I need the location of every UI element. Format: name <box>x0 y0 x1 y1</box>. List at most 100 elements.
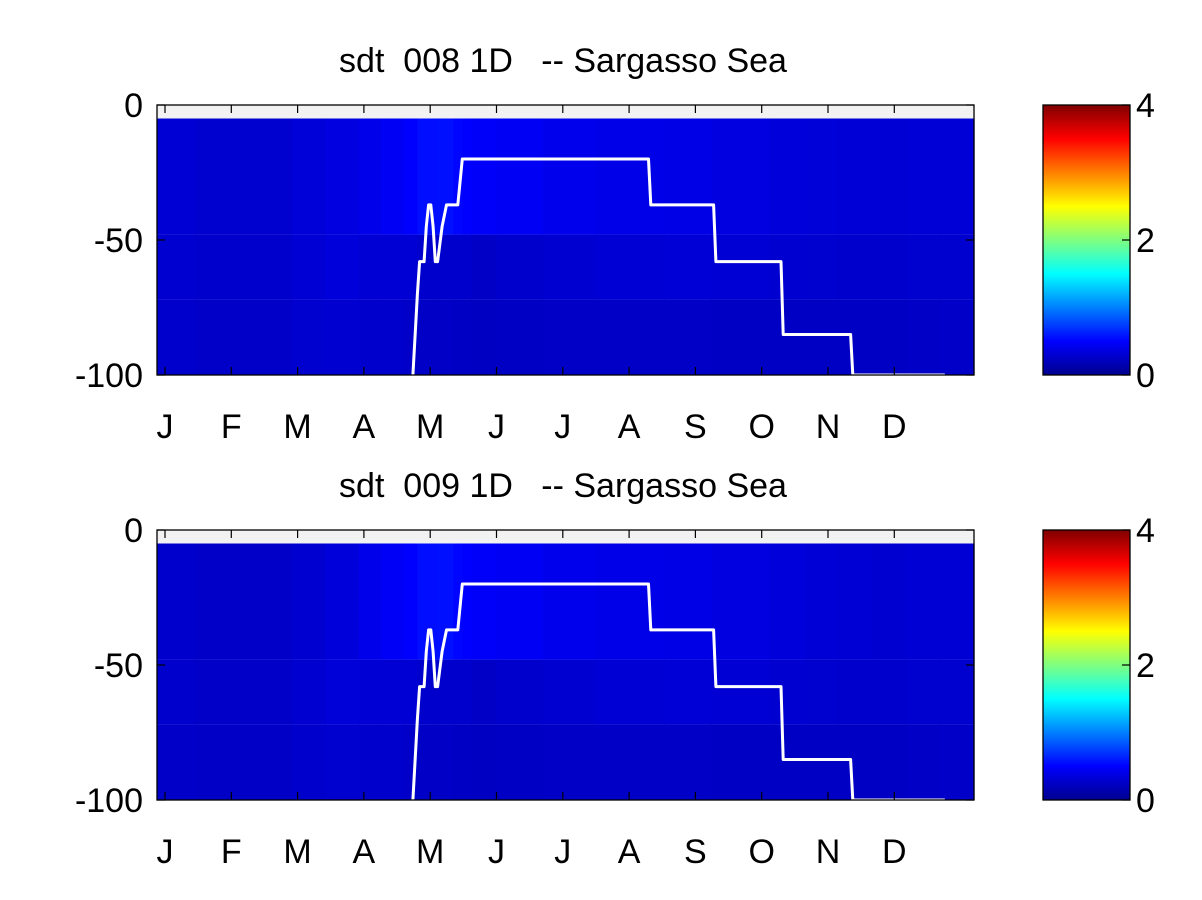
heatmap-cell <box>769 118 807 235</box>
heatmap-cell <box>195 118 293 235</box>
heatmap-cell <box>157 105 196 119</box>
heatmap-cell <box>805 543 838 660</box>
heatmap-cell <box>453 234 463 300</box>
heatmap-cell <box>906 530 941 544</box>
colorbar: 0 2 4 <box>1042 512 1155 820</box>
heatmap-cell <box>437 105 454 119</box>
heatmap-cell <box>417 659 439 725</box>
heatmap-cell <box>462 234 472 300</box>
heatmap-cell <box>453 299 463 375</box>
heatmap-cell <box>495 530 544 544</box>
heatmap-cell <box>594 118 665 235</box>
heatmap-cell <box>381 299 405 375</box>
heatmap-cell <box>594 543 665 660</box>
heatmap-cell <box>437 530 454 544</box>
x-tick-label: F <box>221 833 242 871</box>
mixed-layer-depth-line <box>411 582 945 802</box>
heatmap-cell <box>437 659 454 725</box>
heatmap-cell <box>325 724 360 800</box>
heatmap-cell <box>381 105 405 119</box>
colorbar: 0 2 4 <box>1042 87 1155 395</box>
mixed-layer-depth-line <box>411 157 945 377</box>
y-tick-label: -100 <box>75 357 143 395</box>
heatmap-cell <box>325 299 360 375</box>
heatmap-cell <box>940 543 975 660</box>
heatmap-cell <box>325 659 360 725</box>
heatmap-cell <box>711 659 771 725</box>
heatmap-cell <box>769 234 807 300</box>
heatmap-cell <box>837 299 874 375</box>
y-axis: 0 -50 -100 <box>75 512 974 820</box>
heatmap-cell <box>403 105 418 119</box>
heatmap-cell <box>664 530 712 544</box>
heatmap-cell <box>453 530 463 544</box>
x-tick-label: J <box>554 408 571 446</box>
heatmap-cell <box>403 659 418 725</box>
heatmap-cell <box>157 659 196 725</box>
heatmap-cell <box>462 543 472 660</box>
colorbar-gradient <box>1042 529 1131 801</box>
heatmap-cell <box>403 118 418 235</box>
x-tick-label: N <box>816 408 841 446</box>
x-tick-label: D <box>882 833 907 871</box>
x-tick-label: A <box>353 833 376 871</box>
heatmap-cell <box>453 105 463 119</box>
x-tick-label: A <box>353 408 376 446</box>
heatmap-cell <box>359 299 383 375</box>
heatmap-cell <box>403 234 418 300</box>
heatmap-cell <box>381 724 405 800</box>
heatmap-cell <box>769 299 807 375</box>
heatmap-cell <box>381 530 405 544</box>
heatmap-cell <box>664 234 712 300</box>
heatmap-cell <box>873 659 908 725</box>
x-tick-label: M <box>283 408 311 446</box>
heatmap-cell <box>325 234 360 300</box>
heatmap-cell <box>381 659 405 725</box>
colorbar-tick-label: 4 <box>1136 512 1155 550</box>
colorbar-tick-label: 2 <box>1136 647 1155 685</box>
heatmap-cell <box>711 530 771 544</box>
heatmap-cell <box>873 234 908 300</box>
heatmap-cell <box>664 724 712 800</box>
heatmap-cell <box>805 105 838 119</box>
heatmap-cell <box>594 234 665 300</box>
heatmap-cell <box>359 105 383 119</box>
heatmap-cell <box>195 659 293 725</box>
heatmap-cell <box>359 659 383 725</box>
heatmap-cell <box>462 105 472 119</box>
colorbar-tick-label: 4 <box>1136 87 1155 125</box>
heatmap-cell <box>291 659 326 725</box>
heatmap-cell <box>543 299 596 375</box>
heatmap-cell <box>594 724 665 800</box>
x-tick-label: J <box>157 408 174 446</box>
heatmap-cell <box>805 299 838 375</box>
heatmap-cell <box>769 543 807 660</box>
heatmap-cell <box>291 543 326 660</box>
heatmap-cell <box>711 724 771 800</box>
heatmap-cell <box>403 530 418 544</box>
heatmap <box>157 105 975 375</box>
x-tick-label: J <box>157 833 174 871</box>
heatmap-cell <box>381 543 405 660</box>
heatmap-cell <box>906 299 941 375</box>
chart-title: sdt 008 1D -- Sargasso Sea <box>339 42 787 80</box>
heatmap-cell <box>471 724 497 800</box>
heatmap-cell <box>873 543 908 660</box>
heatmap-cell <box>359 234 383 300</box>
heatmap-cell <box>325 118 360 235</box>
heatmap-cell <box>403 543 418 660</box>
heatmap-cell <box>805 118 838 235</box>
heatmap-cell <box>543 234 596 300</box>
heatmap-cell <box>437 724 454 800</box>
heatmap-cell <box>453 724 463 800</box>
x-tick-label: O <box>748 408 774 446</box>
heatmap-cell <box>543 724 596 800</box>
heatmap-cell <box>837 105 874 119</box>
heatmap-cell <box>805 530 838 544</box>
heatmap-cell <box>359 118 383 235</box>
heatmap-cell <box>453 118 463 235</box>
